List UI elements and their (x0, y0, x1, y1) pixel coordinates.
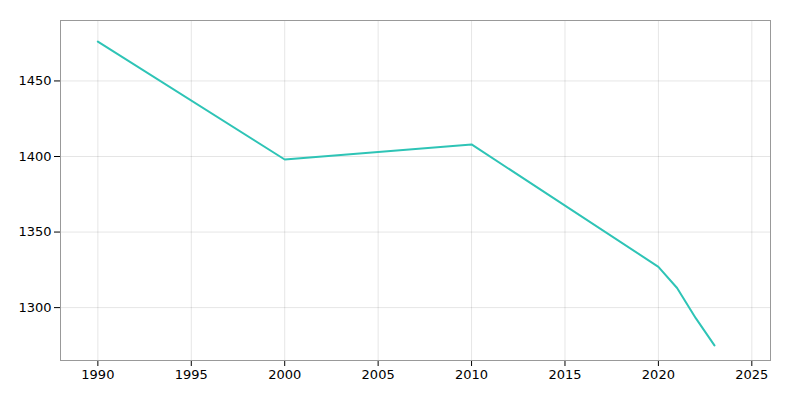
svg-text:1995: 1995 (175, 367, 208, 382)
svg-text:1400: 1400 (18, 149, 51, 164)
svg-text:2020: 2020 (642, 367, 675, 382)
svg-text:2010: 2010 (455, 367, 488, 382)
svg-text:2005: 2005 (362, 367, 395, 382)
svg-text:1450: 1450 (18, 73, 51, 88)
svg-text:2000: 2000 (268, 367, 301, 382)
svg-text:2025: 2025 (735, 367, 768, 382)
svg-text:1990: 1990 (81, 367, 114, 382)
svg-text:1350: 1350 (18, 224, 51, 239)
svg-text:1300: 1300 (18, 300, 51, 315)
svg-text:2015: 2015 (548, 367, 581, 382)
